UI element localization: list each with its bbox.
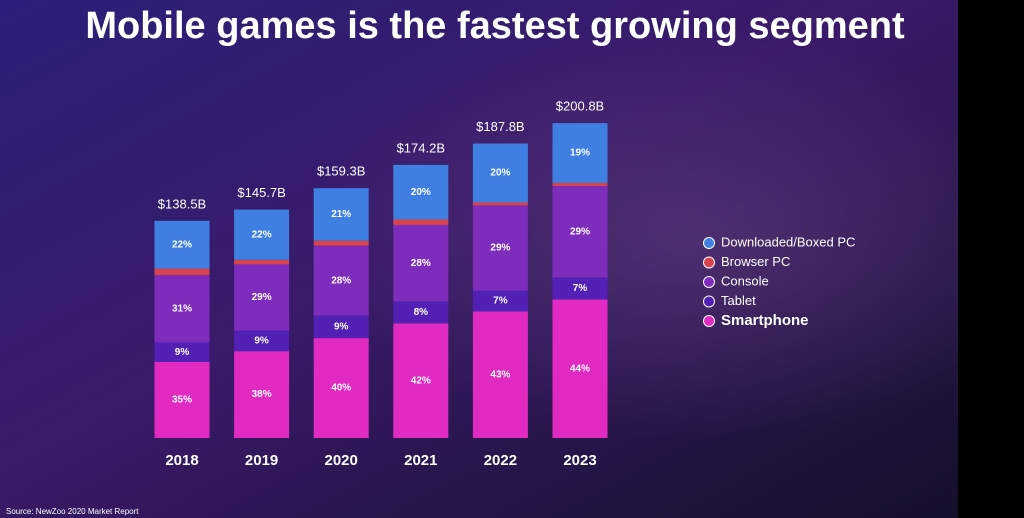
bar-segment xyxy=(234,209,290,260)
bar-segment xyxy=(472,143,528,203)
segment-label: 28% xyxy=(331,275,351,286)
segment-label: 9% xyxy=(334,321,349,332)
bar-segment xyxy=(472,205,528,291)
bar-segment xyxy=(313,315,369,339)
segment-label: 40% xyxy=(331,383,351,394)
bar-segment xyxy=(154,220,210,269)
legend-label: Smartphone xyxy=(721,312,809,329)
bar-segment xyxy=(154,268,210,276)
bar-segment xyxy=(234,259,290,265)
legend-label: Console xyxy=(721,273,769,288)
bar-segment xyxy=(313,188,369,241)
total-label: $200.8B xyxy=(556,99,604,114)
segment-label: 19% xyxy=(570,148,590,159)
x-tick-label: 2021 xyxy=(404,452,437,469)
total-label: $159.3B xyxy=(317,164,365,179)
segment-label: 44% xyxy=(570,363,590,374)
bar-segment xyxy=(552,277,608,300)
legend-label: Downloaded/Boxed PC xyxy=(721,234,855,249)
segment-label: 20% xyxy=(411,187,431,198)
legend-label: Tablet xyxy=(721,293,756,308)
x-tick-label: 2020 xyxy=(325,452,358,469)
bar-segment xyxy=(234,351,290,438)
bar-segment xyxy=(552,186,608,278)
segment-label: 22% xyxy=(172,239,192,250)
x-tick-label: 2023 xyxy=(563,452,596,469)
total-label: $145.7B xyxy=(237,185,285,200)
bar-segment xyxy=(234,330,290,352)
bar-segment xyxy=(234,264,290,331)
legend-marker xyxy=(703,256,715,269)
segment-label: 9% xyxy=(175,347,190,358)
x-tick-label: 2018 xyxy=(165,452,198,469)
legend-marker xyxy=(703,315,715,327)
segment-label: 7% xyxy=(493,296,508,307)
bar-segment xyxy=(472,290,528,312)
total-label: $138.5B xyxy=(158,196,206,211)
bar-segment xyxy=(393,301,449,324)
bar-segment xyxy=(313,240,369,246)
bar-segment xyxy=(552,182,608,187)
segment-label: 38% xyxy=(252,389,272,400)
segment-label: 28% xyxy=(411,258,431,269)
x-tick-label: 2019 xyxy=(245,452,278,469)
segment-label: 22% xyxy=(252,229,272,240)
legend-marker xyxy=(703,295,715,308)
segment-label: 42% xyxy=(411,375,431,386)
segment-label: 9% xyxy=(254,336,269,347)
chart-title: Mobile games is the fastest growing segm… xyxy=(85,5,905,47)
legend-label: Browser PC xyxy=(721,254,790,269)
total-label: $187.8B xyxy=(476,119,524,134)
segment-label: 29% xyxy=(252,292,272,303)
legend-marker xyxy=(703,276,715,288)
segment-label: 20% xyxy=(490,168,510,179)
bar-segment xyxy=(393,219,449,225)
bar-segment xyxy=(154,361,210,438)
bar-segment xyxy=(393,164,449,220)
total-label: $174.2B xyxy=(397,140,445,155)
segment-label: 8% xyxy=(414,307,429,318)
segment-label: 21% xyxy=(331,209,351,220)
source: Source: NewZoo 2020 Market Report xyxy=(6,507,139,516)
bar-segment xyxy=(154,342,210,362)
segment-label: 29% xyxy=(490,243,510,254)
bar-segment xyxy=(154,275,210,343)
segment-label: 29% xyxy=(570,226,590,237)
segment-label: 43% xyxy=(490,369,510,380)
x-tick-label: 2022 xyxy=(484,452,517,469)
segment-label: 7% xyxy=(573,283,588,294)
bar-segment xyxy=(393,224,449,302)
legend-marker xyxy=(703,237,715,249)
bar-segment xyxy=(472,202,528,206)
bar-segment xyxy=(472,311,528,438)
segment-label: 35% xyxy=(172,395,192,406)
bar-segment xyxy=(393,323,449,438)
bar-segment xyxy=(313,245,369,316)
bar-segment xyxy=(552,299,608,438)
segment-label: 31% xyxy=(172,303,192,314)
bar-segment xyxy=(313,338,369,438)
bar-segment xyxy=(552,123,608,183)
